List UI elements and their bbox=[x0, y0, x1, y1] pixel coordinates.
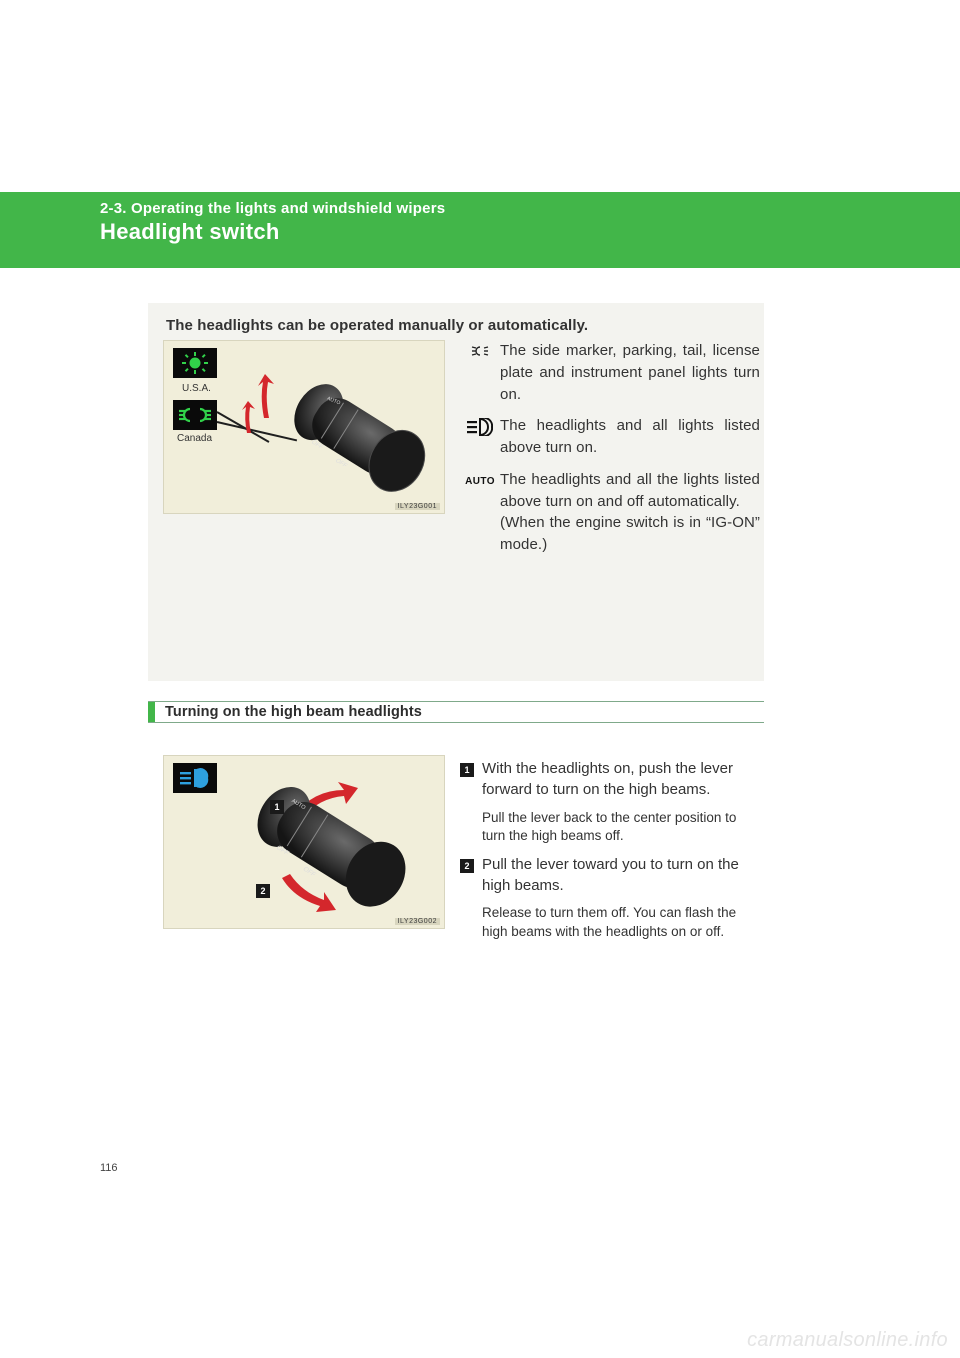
heading-accent bbox=[148, 702, 155, 722]
parking-lights-icon bbox=[460, 340, 500, 405]
mode-row: The side marker, parking, tail, license … bbox=[460, 340, 760, 405]
step-badge: 1 bbox=[460, 758, 482, 846]
auto-text: AUTO bbox=[465, 472, 495, 556]
mode-text-line: The headlights and all the lights listed… bbox=[500, 471, 760, 510]
steps-list: 1 With the headlights on, push the lever… bbox=[460, 758, 762, 950]
summary-lead: The headlights can be operated manually … bbox=[166, 317, 746, 334]
indicator-high-beam-icon bbox=[173, 763, 217, 793]
section-breadcrumb: 2-3. Operating the lights and windshield… bbox=[100, 192, 960, 217]
step-body: Pull the lever toward you to turn on the… bbox=[482, 854, 762, 897]
step-number: 1 bbox=[460, 763, 474, 777]
step-item: 2 Pull the lever toward you to turn on t… bbox=[460, 854, 762, 942]
auto-label-icon: AUTO bbox=[460, 469, 500, 556]
step-badge: 2 bbox=[460, 854, 482, 942]
figure-headlight-switch: U.S.A. Canada bbox=[163, 340, 445, 514]
page-title: Headlight switch bbox=[100, 217, 960, 245]
headlights-icon bbox=[460, 415, 500, 459]
subsection-heading: Turning on the high beam headlights bbox=[148, 701, 764, 723]
step-item: 1 With the headlights on, push the lever… bbox=[460, 758, 762, 846]
step-sub: Release to turn them off. You can flash … bbox=[482, 904, 762, 941]
step-number: 2 bbox=[460, 859, 474, 873]
section-header: 2-3. Operating the lights and windshield… bbox=[0, 192, 960, 268]
figure-code: ILY23G001 bbox=[395, 503, 440, 510]
mode-row: The headlights and all lights listed abo… bbox=[460, 415, 760, 459]
indicator-parking-icon bbox=[173, 400, 217, 430]
mode-text: The headlights and all lights listed abo… bbox=[500, 415, 760, 459]
mode-text: The headlights and all the lights listed… bbox=[500, 469, 760, 556]
callout-badge-2: 2 bbox=[256, 884, 270, 898]
mode-list: The side marker, parking, tail, license … bbox=[460, 340, 760, 566]
subsection-title: Turning on the high beam headlights bbox=[165, 704, 422, 720]
figure-code: ILY23G002 bbox=[395, 918, 440, 925]
watermark: carmanualsonline.info bbox=[747, 1329, 948, 1352]
arrow-icon bbox=[242, 401, 257, 433]
mode-row: AUTO The headlights and all the lights l… bbox=[460, 469, 760, 556]
mode-text: The side marker, parking, tail, license … bbox=[500, 340, 760, 405]
figure-high-beam: AUTO OFF OFF 1 2 ILY23G002 bbox=[163, 755, 445, 929]
callout-badge-1: 1 bbox=[270, 800, 284, 814]
step-body: With the headlights on, push the lever f… bbox=[482, 758, 762, 801]
mode-text-line: (When the engine switch is in “IG-ON” mo… bbox=[500, 514, 760, 553]
label-usa: U.S.A. bbox=[182, 383, 211, 394]
page-number: 116 bbox=[100, 1162, 118, 1174]
indicator-headlight-icon bbox=[173, 348, 217, 378]
svg-text:OFF: OFF bbox=[334, 458, 348, 470]
step-sub: Pull the lever back to the center positi… bbox=[482, 809, 762, 846]
label-canada: Canada bbox=[177, 433, 212, 444]
stalk-illustration: AUTO OFF OFF bbox=[272, 371, 442, 501]
